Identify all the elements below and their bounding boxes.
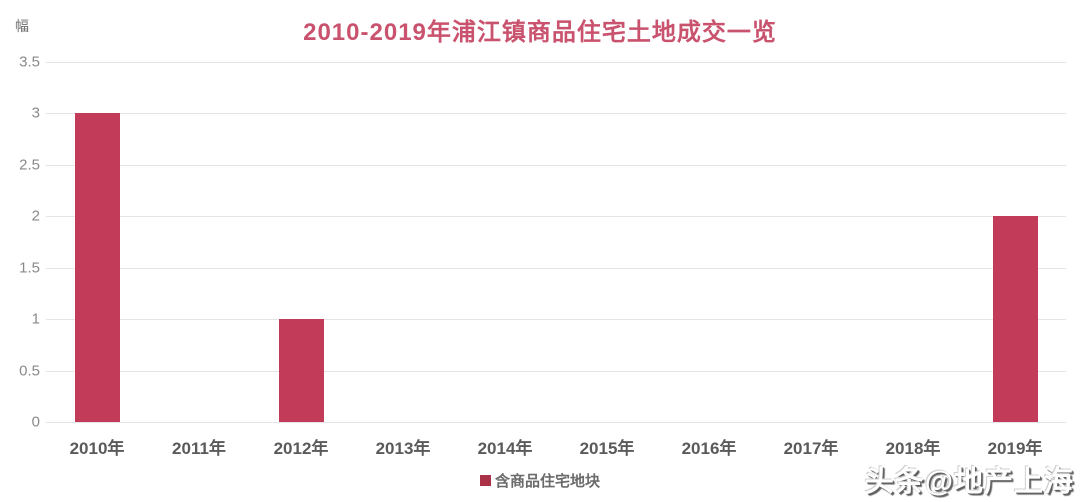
y-tick-label: 3	[31, 104, 40, 122]
gridline	[46, 216, 1066, 218]
y-tick-label: 1.5	[19, 259, 40, 277]
watermark: 头条@地产上海	[864, 466, 1074, 498]
gridline	[46, 267, 1066, 269]
y-tick-label: 2	[31, 207, 40, 225]
x-tick-label: 2017年	[783, 439, 839, 458]
legend-series-label: 含商品住宅地块	[494, 473, 600, 490]
x-tick-label: 2014年	[477, 439, 533, 458]
chart-title: 2010-2019年浦江镇商品住宅土地成交一览	[303, 19, 777, 46]
x-tick-label: 2010年	[69, 439, 125, 458]
bar-2019年	[992, 216, 1038, 422]
x-tick-label: 2011年	[172, 439, 226, 458]
bar-2012年	[278, 319, 324, 422]
x-tick-label: 2019年	[987, 439, 1043, 458]
y-tick-label: 3.5	[19, 53, 40, 71]
y-axis-unit-label: 幅	[15, 18, 29, 34]
x-tick-label: 2012年	[273, 439, 329, 458]
gridline	[46, 319, 1066, 321]
plot-area	[46, 62, 1066, 423]
gridline	[46, 370, 1066, 372]
bar-2010年	[74, 113, 120, 422]
gridline	[46, 113, 1066, 115]
gridline	[46, 422, 1066, 423]
gridline	[46, 164, 1066, 166]
y-tick-label: 0.5	[19, 362, 40, 380]
x-tick-label: 2018年	[885, 439, 941, 458]
x-tick-label: 2013年	[375, 439, 431, 458]
legend: 含商品住宅地块	[0, 470, 1080, 491]
y-tick-label: 2.5	[19, 156, 40, 174]
legend-swatch-icon	[479, 475, 491, 486]
y-tick-label: 0	[31, 413, 40, 431]
gridline	[46, 62, 1066, 63]
x-tick-label: 2016年	[681, 439, 737, 458]
x-tick-label: 2015年	[579, 439, 635, 458]
y-tick-label: 1	[31, 310, 40, 328]
